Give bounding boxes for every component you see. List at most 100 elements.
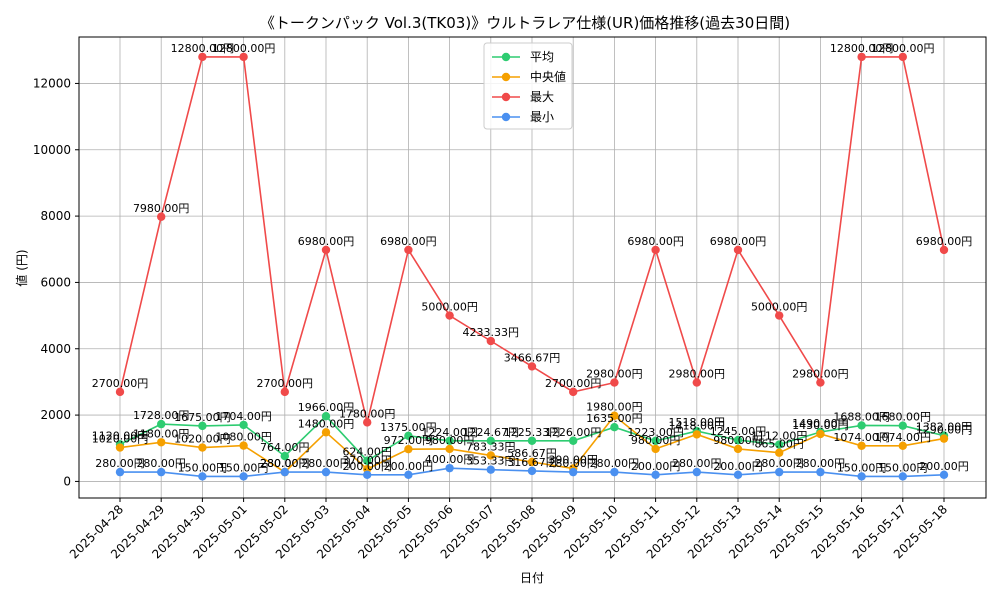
- data-label: 200.00円: [631, 460, 681, 473]
- data-point: [198, 421, 207, 431]
- data-point: [239, 52, 248, 62]
- data-label: 390.00円: [548, 453, 598, 466]
- data-label: 12800.00円: [212, 42, 276, 55]
- data-label: 1480.00円: [298, 417, 355, 430]
- data-point: [445, 436, 454, 446]
- data-label: 2980.00円: [586, 368, 643, 381]
- y-tick-label: 10000: [33, 143, 71, 157]
- data-label: 980.00円: [425, 434, 475, 447]
- data-point: [775, 440, 784, 449]
- data-point: [321, 245, 331, 255]
- chart-title: 《トークンパック Vol.3(TK03)》ウルトラレア仕様(UR)価格推移(過去…: [260, 14, 790, 32]
- data-label: 12800.00円: [871, 42, 935, 55]
- series-3: [115, 463, 949, 481]
- data-label: 980.00円: [631, 434, 681, 447]
- data-label: 1020.00円: [174, 433, 231, 446]
- data-point: [404, 245, 413, 255]
- data-label: 280.00円: [95, 457, 145, 470]
- data-point: [157, 419, 166, 429]
- data-label: 280.00円: [672, 457, 722, 470]
- data-point: [651, 444, 660, 454]
- data-label: 972.00円: [384, 434, 434, 447]
- legend-marker: [501, 112, 511, 122]
- data-point: [280, 387, 289, 397]
- legend-label: 平均: [530, 50, 554, 64]
- data-label: 1966.00円: [298, 401, 355, 414]
- data-point: [239, 420, 248, 430]
- data-point: [857, 441, 866, 450]
- data-label: 1704.00円: [215, 410, 272, 423]
- data-labels: 1120.00円1728.00円1675.00円1704.00円764.00円1…: [92, 42, 973, 475]
- data-label: 1375.00円: [380, 421, 437, 434]
- data-label: 280.00円: [301, 457, 351, 470]
- data-label: 6980.00円: [380, 235, 437, 248]
- data-label: 150.00円: [837, 461, 887, 474]
- data-point: [445, 463, 454, 473]
- data-label: 353.33円: [466, 455, 516, 468]
- data-point: [527, 466, 537, 476]
- data-point: [363, 456, 372, 465]
- data-point: [733, 245, 743, 255]
- data-label: 150.00円: [878, 461, 928, 474]
- data-point: [115, 443, 125, 452]
- data-point: [157, 467, 166, 477]
- data-label: 200.00円: [919, 460, 969, 473]
- y-tick-label: 0: [63, 474, 71, 488]
- data-point: [321, 467, 331, 477]
- data-label: 1688.00円: [833, 410, 890, 423]
- series-1: [115, 411, 949, 477]
- data-label: 6980.00円: [710, 235, 767, 248]
- data-label: 1074.00円: [833, 431, 890, 444]
- data-label: 7980.00円: [133, 202, 190, 215]
- axes: 0200040006000800010000120002025-04-28202…: [33, 76, 950, 561]
- data-point: [486, 336, 495, 346]
- data-point: [651, 436, 660, 446]
- data-label: 1635.00円: [586, 412, 643, 425]
- data-point: [939, 434, 949, 443]
- data-point: [569, 387, 578, 397]
- data-label: 150.00円: [178, 461, 228, 474]
- data-label: 1728.00円: [133, 409, 190, 422]
- legend-marker: [501, 72, 511, 82]
- data-label: 6980.00円: [627, 235, 684, 248]
- data-point: [321, 428, 331, 437]
- data-point: [775, 448, 784, 457]
- data-label: 150.00円: [219, 461, 269, 474]
- data-label: 280.00円: [590, 457, 640, 470]
- data-label: 2700.00円: [92, 377, 149, 390]
- data-label: 980.00円: [713, 434, 763, 447]
- data-point: [857, 472, 866, 481]
- data-point: [692, 378, 701, 387]
- data-label: 280.00円: [136, 457, 186, 470]
- data-point: [280, 451, 289, 461]
- data-label: 6980.00円: [298, 235, 355, 248]
- data-point: [115, 467, 125, 477]
- data-label: 2980.00円: [792, 368, 849, 381]
- data-label: 1418.00円: [669, 419, 726, 432]
- data-point: [157, 212, 166, 221]
- data-point: [692, 430, 701, 439]
- data-label: 2700.00円: [545, 377, 602, 390]
- data-label: 6980.00円: [916, 235, 973, 248]
- data-point: [527, 362, 537, 371]
- data-label: 1675.00円: [174, 411, 231, 424]
- y-tick-label: 12000: [33, 76, 71, 90]
- data-label: 1120.00円: [92, 429, 149, 442]
- data-label: 5000.00円: [421, 301, 478, 314]
- data-label: 370.00円: [342, 454, 392, 467]
- data-label: 1224.00円: [421, 426, 478, 439]
- data-label: 1430.00円: [792, 419, 849, 432]
- data-label: 200.00円: [342, 460, 392, 473]
- data-point: [445, 444, 454, 454]
- data-point: [404, 444, 413, 454]
- data-point: [816, 467, 825, 477]
- data-label: 1518.00円: [669, 416, 726, 429]
- data-label: 586.67円: [507, 447, 557, 460]
- data-point: [898, 421, 907, 430]
- data-label: 1980.00円: [586, 401, 643, 414]
- data-label: 1112.00円: [751, 430, 808, 443]
- y-tick-label: 8000: [40, 209, 71, 223]
- data-point: [775, 467, 784, 477]
- data-point: [527, 436, 537, 445]
